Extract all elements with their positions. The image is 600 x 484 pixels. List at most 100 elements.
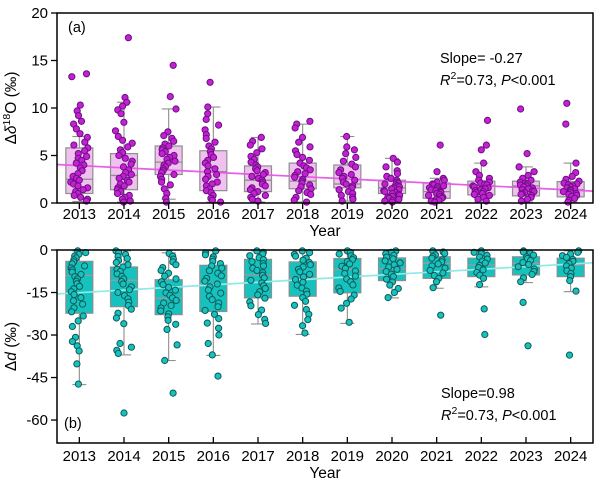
data-point — [164, 316, 172, 324]
points-2021 — [424, 141, 448, 206]
points-2021 — [426, 247, 449, 319]
data-point — [74, 380, 83, 388]
data-point — [215, 315, 223, 323]
data-point — [215, 331, 223, 339]
x-tick-label: 2021 — [420, 206, 453, 223]
data-point — [530, 168, 538, 176]
data-point — [480, 305, 488, 313]
data-point — [389, 255, 397, 263]
data-point — [295, 187, 303, 195]
data-point — [75, 282, 84, 290]
data-point — [474, 195, 482, 203]
data-point — [479, 274, 488, 282]
data-point — [68, 337, 77, 346]
data-point — [350, 146, 358, 154]
data-point — [393, 158, 401, 166]
data-point — [72, 159, 80, 167]
data-point — [480, 159, 488, 167]
data-point — [572, 287, 580, 295]
points-2017 — [246, 133, 269, 205]
data-point — [525, 260, 533, 269]
stats-slope: Slope= -0.27 — [440, 51, 523, 67]
data-point — [292, 252, 300, 260]
data-point — [161, 356, 169, 365]
data-point — [217, 272, 225, 280]
data-point — [291, 173, 299, 181]
data-point — [254, 311, 262, 319]
y-tick-label: 0 — [40, 242, 48, 259]
data-point — [119, 102, 127, 110]
data-point — [339, 157, 347, 165]
data-point — [335, 169, 343, 177]
data-point — [428, 254, 436, 262]
data-point — [440, 182, 448, 190]
x-tick-label: 2019 — [331, 206, 364, 223]
data-point — [306, 117, 314, 125]
data-point — [202, 134, 210, 142]
data-point — [75, 176, 83, 184]
data-point — [565, 351, 574, 359]
data-point — [304, 316, 312, 324]
data-point — [253, 247, 261, 255]
x-tick-label: 2014 — [107, 206, 140, 223]
data-point — [386, 281, 394, 289]
data-point — [517, 278, 525, 286]
x-tick-label: 2020 — [375, 448, 408, 465]
data-point — [124, 143, 132, 151]
data-point — [163, 325, 171, 333]
data-point — [201, 277, 209, 285]
data-point — [206, 78, 214, 86]
x-tick-label: 2022 — [465, 206, 498, 223]
data-point — [441, 249, 449, 257]
data-point — [303, 198, 311, 206]
data-point — [69, 297, 78, 305]
data-point — [68, 322, 77, 331]
data-point — [395, 195, 403, 203]
data-point — [429, 284, 437, 292]
data-point — [170, 137, 178, 145]
data-point — [75, 347, 83, 355]
data-point — [299, 322, 307, 330]
y-tick-label: 5 — [40, 148, 48, 165]
data-point — [201, 251, 209, 259]
data-point — [218, 264, 226, 272]
data-point — [120, 409, 128, 417]
data-point — [523, 150, 531, 158]
data-point — [482, 141, 490, 149]
data-point — [119, 136, 127, 144]
data-point — [343, 299, 351, 307]
data-point — [261, 294, 269, 302]
data-point — [158, 150, 166, 158]
data-point — [291, 124, 299, 132]
data-point — [393, 170, 402, 178]
trend-line — [56, 163, 594, 192]
data-point — [566, 277, 574, 285]
data-point — [381, 188, 389, 196]
data-point — [204, 339, 212, 348]
points-2020 — [381, 247, 404, 302]
data-point — [166, 181, 174, 189]
data-point — [209, 153, 218, 161]
data-point — [172, 296, 180, 304]
data-point — [205, 267, 213, 275]
data-point — [173, 341, 181, 349]
data-point — [296, 268, 304, 276]
data-point — [253, 149, 261, 157]
data-point — [381, 257, 389, 265]
data-point — [335, 250, 343, 258]
data-point — [432, 278, 441, 286]
data-point — [302, 297, 310, 305]
data-point — [343, 143, 351, 151]
data-point — [523, 195, 532, 203]
data-point — [439, 269, 447, 277]
data-point — [470, 190, 478, 198]
panel-label: (b) — [64, 416, 82, 432]
x-tick-label: 2023 — [509, 448, 542, 465]
x-tick-label: 2024 — [554, 206, 587, 223]
points-2013 — [67, 247, 90, 388]
x-tick-label: 2024 — [554, 448, 587, 465]
data-point — [382, 163, 390, 171]
y-tick-label: -60 — [26, 412, 48, 429]
points-2016 — [201, 247, 226, 380]
